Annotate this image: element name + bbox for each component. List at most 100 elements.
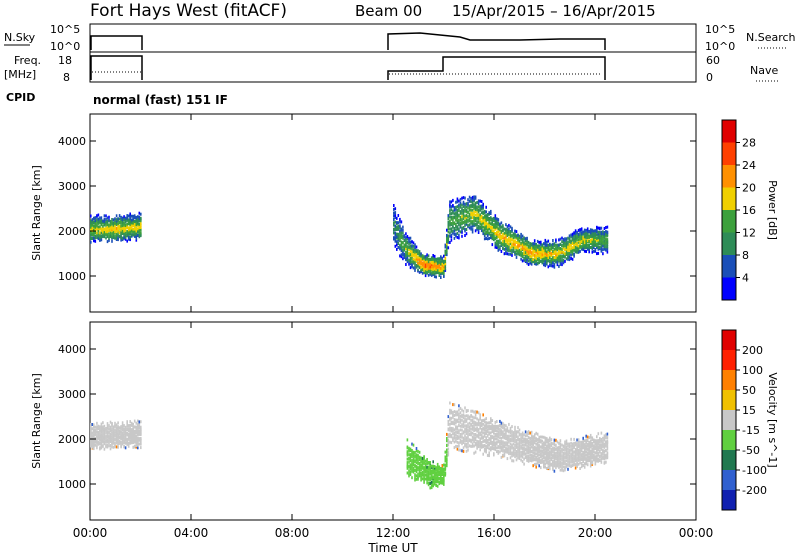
data-cell [579,230,581,234]
data-cell [129,225,131,229]
data-cell [109,219,112,223]
data-cell [133,419,136,423]
data-cell [414,451,416,454]
data-cell [405,241,407,245]
data-cell [599,443,601,447]
data-cell [555,259,557,263]
data-cell [452,429,454,433]
data-cell [127,228,130,232]
data-cell [582,455,584,459]
velocity-y-axis-label: Slant Range [km] [30,373,43,469]
data-cell [515,439,518,442]
data-cell [138,442,141,446]
data-cell [97,431,100,434]
data-cell [524,259,527,263]
data-cell [538,453,540,457]
data-cell [565,243,568,247]
data-cell [97,220,100,224]
data-cell [408,251,410,255]
data-cell [100,428,103,432]
data-cell [449,416,451,420]
data-cell [546,448,548,452]
x-tick-label: 00:00 [679,526,714,540]
data-cell [479,439,481,443]
data-cell [468,425,471,429]
data-cell [564,468,566,472]
data-cell [130,233,133,237]
data-cell [458,218,460,222]
data-cell [464,417,466,421]
data-cell [556,440,559,444]
data-cell [597,451,600,455]
data-cell [549,242,551,246]
data-cell [502,224,504,228]
data-cell [527,436,530,439]
data-cell [497,223,500,227]
data-cell [409,266,412,270]
data-cell [138,423,141,427]
data-cell [526,447,528,451]
data-cell [505,433,507,436]
data-cell [564,445,566,449]
data-cell [546,261,548,265]
data-cell [540,466,542,470]
data-cell [521,443,524,447]
data-cell [550,453,553,457]
data-cell [579,241,581,245]
data-cell [499,441,501,445]
data-cell [488,424,490,428]
data-cell [412,450,415,454]
data-cell [464,229,466,233]
data-cell [491,226,494,230]
data-cell [568,464,571,468]
data-cell [90,444,92,448]
data-cell [526,256,528,259]
data-cell [582,446,584,450]
data-cell [493,443,495,446]
data-cell [506,248,509,252]
data-cell [446,443,448,447]
data-cell [532,451,534,455]
data-cell [496,225,498,229]
data-cell [599,232,601,236]
data-cell [111,445,113,449]
data-cell [553,259,556,263]
data-cell [496,434,498,438]
data-cell [426,261,428,265]
data-cell [582,244,584,248]
freq-label: Freq. [14,54,41,67]
data-cell [491,235,494,239]
data-cell [90,230,92,234]
data-cell [529,446,531,450]
data-cell [549,461,551,465]
data-cell [105,232,107,236]
data-cell [424,464,427,468]
data-cell [482,204,484,208]
data-cell [502,228,504,232]
data-cell [444,268,447,272]
data-cell [427,260,430,264]
data-cell [99,432,101,436]
data-cell [96,236,98,239]
data-cell [603,436,606,440]
data-cell [474,421,477,425]
data-cell [468,429,471,433]
data-cell [543,461,545,465]
data-cell [568,451,571,455]
data-cell [114,234,116,238]
data-cell [461,442,463,446]
data-cell [418,266,421,269]
data-cell [137,441,139,445]
data-cell [514,232,516,236]
data-cell [520,247,522,251]
data-cell [493,435,495,439]
data-cell [433,469,436,473]
data-cell [468,223,471,227]
data-cell [512,236,515,240]
data-cell [497,233,500,237]
data-cell [465,436,468,440]
data-cell [490,217,492,221]
data-cell [402,236,404,240]
data-cell [547,259,550,263]
data-cell [400,240,403,244]
